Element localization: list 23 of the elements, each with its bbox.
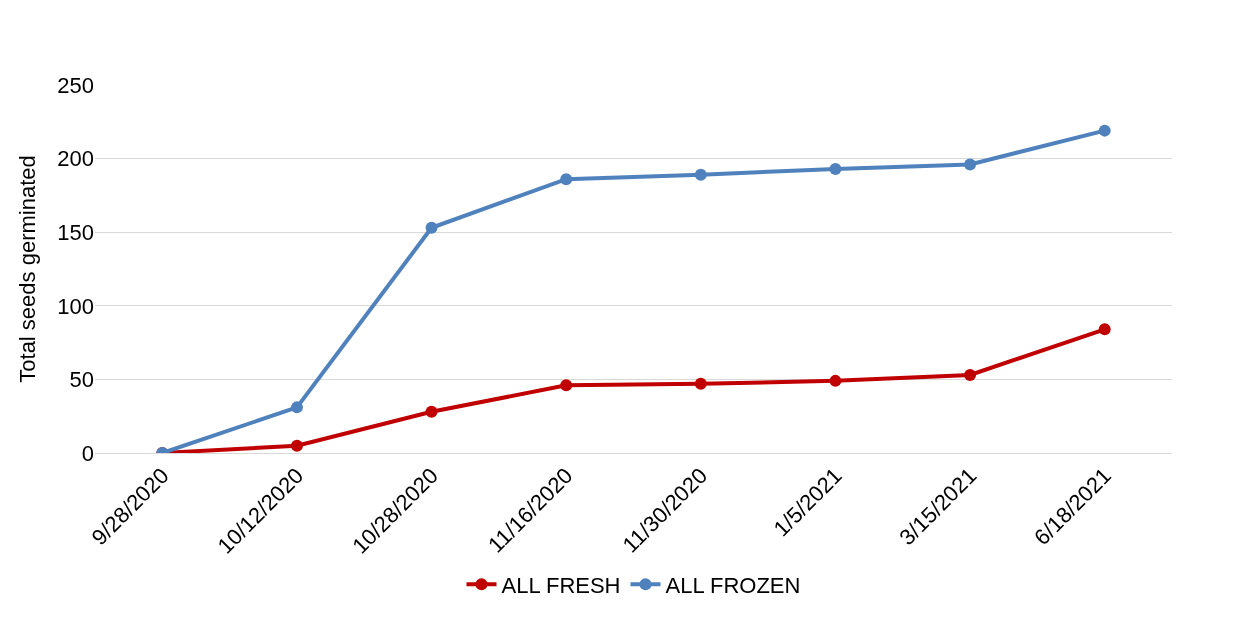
y-tick-label: 200 xyxy=(57,146,94,172)
point xyxy=(425,405,438,418)
y-axis-title: Total seeds germinated xyxy=(15,155,41,383)
y-tick-label: 250 xyxy=(57,72,94,98)
point xyxy=(829,374,842,387)
point xyxy=(560,173,573,186)
y-tick-label: 0 xyxy=(81,440,94,466)
legend-label: ALL FRESH xyxy=(501,572,621,598)
point xyxy=(829,162,842,175)
y-tick-label: 150 xyxy=(57,219,94,245)
point xyxy=(290,401,303,414)
y-tick-label: 50 xyxy=(69,367,94,393)
point xyxy=(425,221,438,234)
legend-label: ALL FROZEN xyxy=(665,572,801,598)
point xyxy=(964,158,977,171)
point xyxy=(290,439,303,452)
point xyxy=(1098,124,1111,137)
point xyxy=(964,368,977,381)
point xyxy=(694,377,707,390)
point xyxy=(694,168,707,181)
point xyxy=(560,379,573,392)
y-tick-label: 100 xyxy=(57,293,94,319)
point xyxy=(1098,323,1111,336)
